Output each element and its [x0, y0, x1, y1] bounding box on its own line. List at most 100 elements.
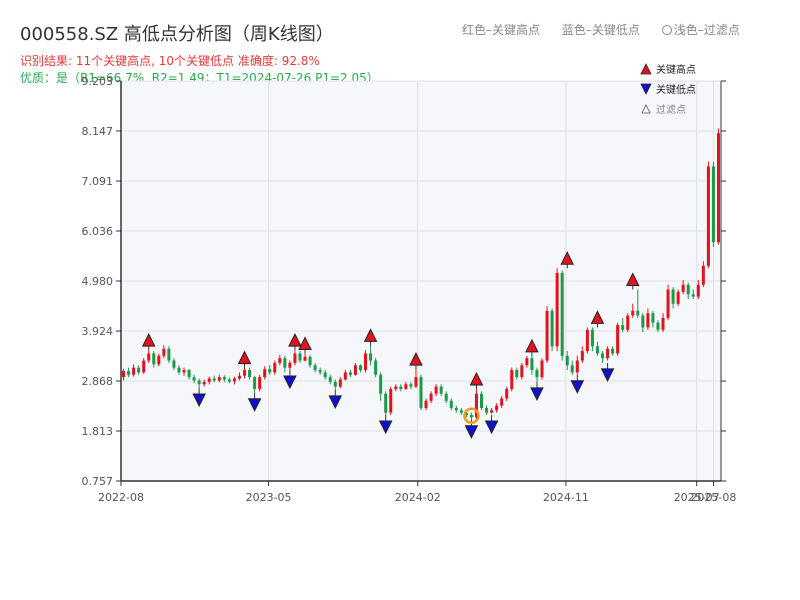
candle-body: [409, 384, 413, 387]
candle-body: [192, 377, 196, 381]
top-legend-light-label: 浅色–过滤点: [673, 23, 740, 37]
candle-body: [424, 400, 428, 408]
key-high-marker: [560, 251, 575, 265]
key-low-marker: [530, 387, 544, 401]
candle-body: [505, 388, 509, 399]
candle-body: [570, 365, 574, 373]
candle-body: [227, 379, 231, 382]
candle-body: [495, 405, 499, 411]
candle-body: [444, 393, 448, 401]
candle-body: [273, 362, 277, 373]
candle-body: [253, 377, 257, 389]
candle-body: [646, 313, 650, 328]
key-high-marker: [141, 333, 156, 347]
candle-body: [167, 348, 171, 361]
candle-body: [394, 386, 398, 389]
candle-body: [449, 400, 453, 408]
candle-body: [157, 355, 161, 365]
circle-icon: [661, 25, 672, 35]
candle-body: [545, 310, 549, 361]
key-low-marker: [328, 395, 343, 410]
candle-body: [212, 378, 216, 381]
y-tick-label: 6.036: [82, 225, 114, 238]
candle-body: [313, 365, 317, 371]
candle-body: [399, 386, 403, 389]
result-summary: 识别结果: 11个关键高点, 10个关键低点 准确度: 92.8%: [20, 54, 320, 68]
key-high-marker: [237, 350, 252, 365]
candle-body: [298, 353, 302, 361]
key-high-marker: [625, 272, 640, 287]
candle-body: [601, 353, 605, 359]
candle-body: [631, 310, 635, 316]
candle-body: [515, 370, 519, 378]
legend-high-icon: [640, 63, 652, 75]
candle-body: [611, 348, 615, 354]
y-tick-label: 8.147: [82, 125, 114, 138]
candle-body: [142, 360, 146, 373]
x-tick-label: 2024-11: [543, 491, 589, 504]
candle-body: [258, 377, 262, 389]
key-high-marker: [363, 328, 378, 342]
candle-body: [177, 367, 181, 373]
candle-body: [379, 374, 383, 394]
filtered-point-circle: [463, 407, 480, 425]
x-tick-label: 2025-08: [690, 491, 736, 504]
candle-body: [207, 378, 211, 382]
candle-body: [439, 386, 443, 394]
candle-body: [479, 393, 484, 408]
candle-body: [152, 353, 156, 365]
candle-body: [353, 365, 357, 375]
candle-body: [676, 291, 680, 304]
candle-body: [364, 353, 368, 371]
candle-body: [469, 415, 473, 418]
candle-body: [520, 365, 524, 378]
candle-body: [237, 375, 241, 379]
candle-body: [459, 410, 463, 413]
x-tick-label: 2023-05: [246, 491, 292, 504]
x-tick-label: 2022-08: [98, 491, 144, 504]
y-tick-label: 9.203: [82, 75, 114, 88]
candle-body: [248, 370, 252, 378]
key-low-marker: [192, 393, 206, 408]
candle-body: [626, 315, 630, 330]
key-low-marker: [484, 420, 499, 435]
candle-body: [510, 370, 514, 389]
candle-body: [681, 284, 685, 292]
candle-body: [137, 367, 141, 373]
candle-body: [490, 410, 494, 413]
candle-body: [288, 362, 292, 368]
candle-body: [595, 346, 599, 354]
candle-body: [535, 370, 539, 378]
top-legend-blue: 蓝色–关键低点: [561, 23, 640, 37]
candle-body: [590, 329, 594, 347]
candle-body: [348, 372, 352, 375]
key-low-marker: [570, 380, 585, 394]
candle-body: [338, 379, 342, 387]
x-tick-label: 2025-07: [674, 491, 720, 504]
candle-body: [661, 317, 665, 330]
y-tick-label: 0.757: [82, 475, 114, 488]
candle-body: [550, 310, 554, 347]
candle-body: [308, 356, 312, 366]
candle-body: [147, 353, 151, 361]
legend-high-label: 关键高点: [656, 63, 696, 76]
candle-body: [122, 370, 126, 378]
candle-body: [464, 412, 468, 416]
legend-low-label: 关键低点: [656, 83, 696, 96]
key-low-marker: [464, 425, 479, 439]
candle-body: [671, 289, 675, 304]
chart-title: 000558.SZ 高低点分析图（周K线图）: [20, 24, 334, 45]
candle-body: [454, 407, 458, 411]
candle-body: [585, 329, 589, 352]
key-high-marker: [525, 338, 539, 353]
key-low-marker: [600, 368, 615, 383]
key-high-marker: [288, 333, 302, 347]
candle-body: [222, 377, 226, 380]
candle-body: [686, 284, 690, 295]
candle-body: [278, 358, 282, 363]
key-low-marker: [247, 398, 262, 412]
candle-body: [636, 310, 640, 316]
candle-body: [243, 370, 247, 376]
legend-filtered-label: 过滤点: [656, 103, 686, 116]
